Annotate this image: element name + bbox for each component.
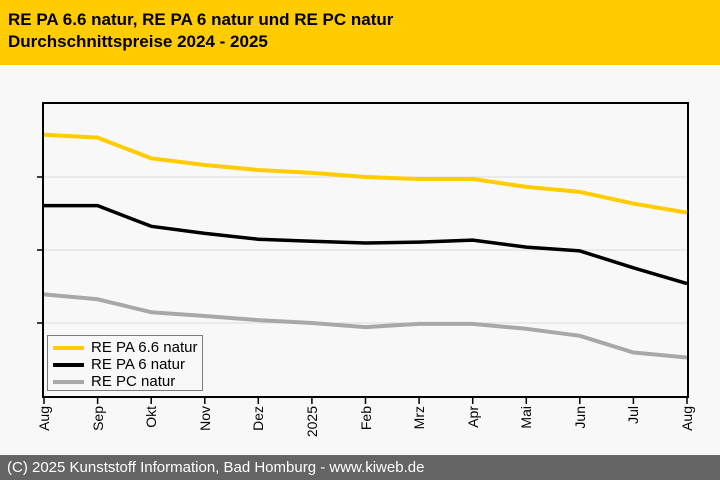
x-tick-label: Feb <box>357 406 374 431</box>
legend-line-swatch-black <box>53 362 84 367</box>
legend-item-re-pc-natur: RE PC natur <box>48 373 202 390</box>
legend-line-swatch-gray <box>53 379 84 384</box>
legend: RE PA 6.6 natur RE PA 6 natur RE PC natu… <box>47 335 203 391</box>
x-tick-label: Okt <box>143 406 160 428</box>
legend-label-re-pc-natur: RE PC natur <box>91 373 176 390</box>
series-line-re-pa-6-natur <box>44 203 688 286</box>
legend-label-re-pa-6-6-natur: RE PA 6.6 natur <box>91 339 198 356</box>
x-tick-label: Aug <box>679 406 695 431</box>
x-tick-label: Dez <box>250 406 267 431</box>
chart-title-line-2: Durchschnittspreise 2024 - 2025 <box>8 32 268 51</box>
x-tick-label: Sep <box>89 406 106 431</box>
series-line-re-pc-natur <box>43 292 688 360</box>
x-tick-label: Nov <box>196 406 213 431</box>
legend-line-swatch-yellow <box>53 345 84 350</box>
legend-label-re-pa-6-natur: RE PA 6 natur <box>91 356 185 373</box>
x-tick-label: Mrz <box>411 406 428 430</box>
legend-item-re-pa-6-natur: RE PA 6 natur <box>48 356 202 373</box>
series-line-re-pa-6-6-natur <box>43 132 688 215</box>
legend-item-re-pa-6-6-natur: RE PA 6.6 natur <box>48 339 202 356</box>
footer-bar: (C) 2025 Kunststoff Information, Bad Hom… <box>0 455 720 480</box>
chart-title-line-1: RE PA 6.6 natur, RE PA 6 natur und RE PC… <box>8 10 394 29</box>
copyright-text: (C) 2025 Kunststoff Information, Bad Hom… <box>7 459 425 476</box>
x-tick-label: Jun <box>571 406 588 429</box>
x-tick-label: Apr <box>464 406 481 428</box>
x-tick-label: Mai <box>518 406 535 429</box>
plot-area <box>37 102 689 404</box>
x-tick-label: Jul <box>625 406 642 424</box>
x-tick-label: Aug <box>36 406 52 431</box>
title-bar: RE PA 6.6 natur, RE PA 6 natur und RE PC… <box>0 0 720 65</box>
x-tick-label: 2025 <box>303 406 320 438</box>
plot-border <box>42 102 689 398</box>
